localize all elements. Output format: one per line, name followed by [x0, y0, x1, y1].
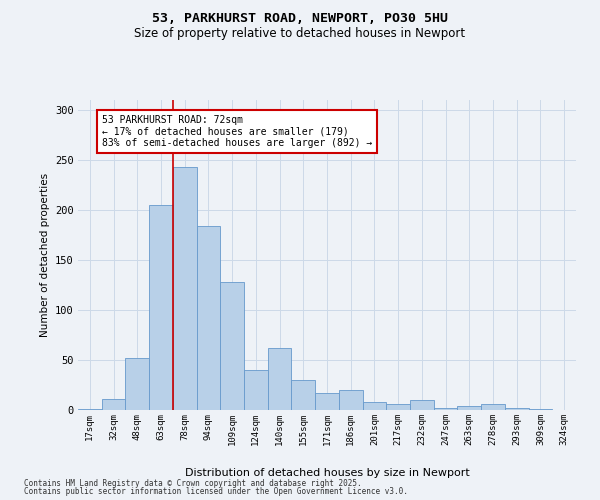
Bar: [410, 400, 434, 410]
Text: Contains HM Land Registry data © Crown copyright and database right 2025.: Contains HM Land Registry data © Crown c…: [24, 478, 362, 488]
Text: Contains public sector information licensed under the Open Government Licence v3: Contains public sector information licen…: [24, 487, 408, 496]
Bar: [457, 406, 481, 410]
Text: 53 PARKHURST ROAD: 72sqm
← 17% of detached houses are smaller (179)
83% of semi-: 53 PARKHURST ROAD: 72sqm ← 17% of detach…: [102, 115, 372, 148]
Text: Size of property relative to detached houses in Newport: Size of property relative to detached ho…: [134, 28, 466, 40]
Bar: [315, 393, 339, 410]
Y-axis label: Number of detached properties: Number of detached properties: [40, 173, 50, 337]
Bar: [434, 408, 457, 410]
Bar: [529, 409, 552, 410]
Bar: [102, 399, 125, 410]
Bar: [481, 404, 505, 410]
Bar: [339, 390, 362, 410]
Text: 53, PARKHURST ROAD, NEWPORT, PO30 5HU: 53, PARKHURST ROAD, NEWPORT, PO30 5HU: [152, 12, 448, 26]
Bar: [220, 282, 244, 410]
Bar: [292, 380, 315, 410]
Bar: [197, 226, 220, 410]
Bar: [149, 205, 173, 410]
Bar: [362, 402, 386, 410]
Bar: [244, 370, 268, 410]
Bar: [505, 408, 529, 410]
Bar: [386, 404, 410, 410]
Bar: [268, 348, 292, 410]
Bar: [78, 409, 102, 410]
Bar: [125, 358, 149, 410]
Bar: [173, 167, 197, 410]
Text: Distribution of detached houses by size in Newport: Distribution of detached houses by size …: [185, 468, 469, 477]
